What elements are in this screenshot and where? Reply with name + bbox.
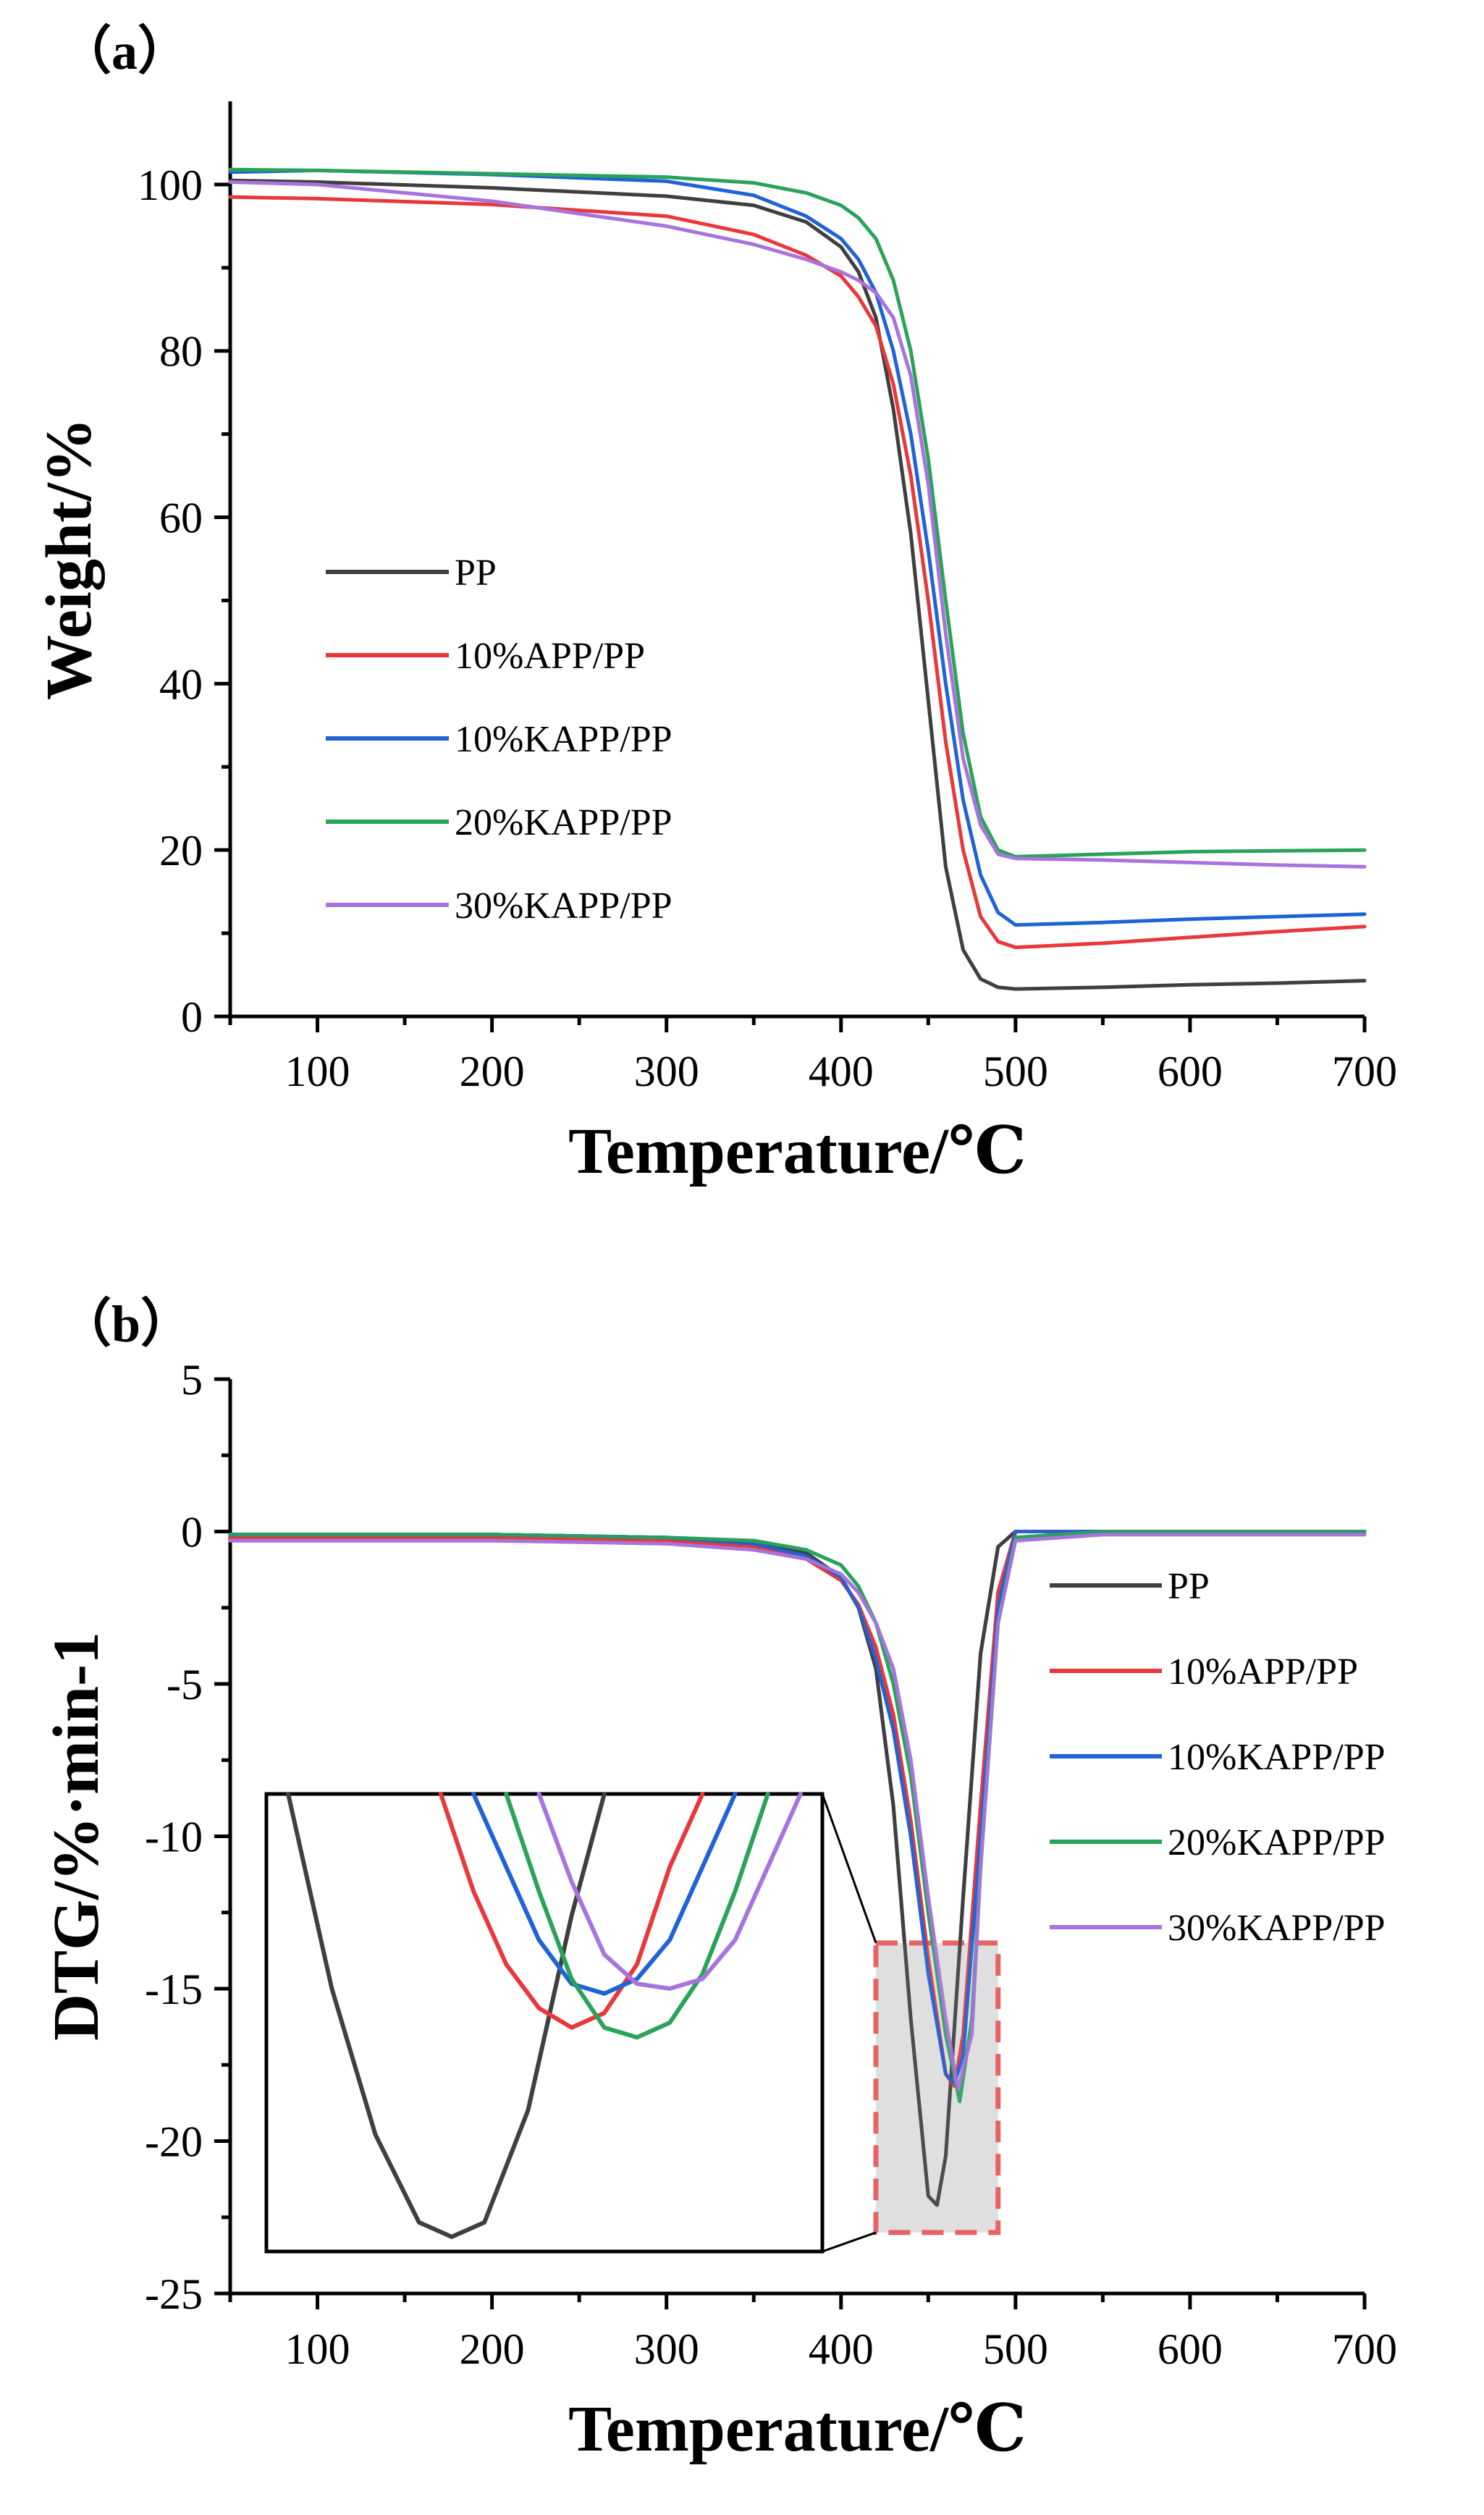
x-tick-label: 600 [1158,2325,1223,2373]
panel-label: （b） [59,1295,193,1353]
y-tick-label: 5 [181,1356,203,1404]
inset-connector-top [821,1793,877,1944]
series-line-3 [228,167,1367,859]
y-tick-label: 80 [159,328,203,376]
x-tick-label: 500 [983,1048,1048,1095]
x-tick-label: 700 [1332,2325,1397,2373]
panel-label: （a） [59,22,190,80]
inset-series-line-0 [286,1792,607,2239]
y-tick-label: 100 [138,161,203,209]
y-tick-label: -15 [145,1966,203,2013]
series-line-overlay-4 [228,1533,1367,2091]
series-line-2 [228,168,1367,927]
dtg-panel: （b） 100 200 300 400 500 600 700 5 0 -5 -10 -15 -20 -25… [41,1295,1397,2465]
x-tick-label: 300 [634,1048,699,1095]
legend-label: 10%APP/PP [455,636,645,677]
legend-label: 30%KAPP/PP [455,885,673,927]
y-axis-title: DTG/%·min-1 [41,1632,112,2041]
y-tick-label: -10 [145,1813,203,1861]
x-tick-label: 600 [1158,1048,1223,1095]
series-line-1 [228,195,1367,950]
inset-series-line-2 [471,1792,738,1996]
legend-label: 20%KAPP/PP [455,802,673,843]
x-axis-title: Temperature/℃ [568,1116,1026,1187]
y-tick-label: 20 [159,827,203,875]
legend-label: 20%KAPP/PP [1168,1822,1386,1863]
y-tick-label: -25 [145,2270,203,2318]
y-tick-label: 0 [181,1509,203,1556]
tga-panel: （a） 100 200 300 400 500 600 700 0 20 40 60 80 100 Temp… [33,22,1397,1187]
series-line-overlay-3 [228,1530,1367,2104]
x-tick-label: 400 [809,2325,874,2373]
x-axis-title: Temperature/℃ [568,2393,1026,2465]
inset-frame [264,1792,825,2254]
series-line-0 [228,178,1367,991]
x-tick-label: 500 [983,2325,1048,2373]
legend-label: 10%APP/PP [1168,1651,1358,1693]
zoom-region-box [873,1940,1001,2236]
x-tick-label: 100 [285,1048,350,1095]
series-line-4 [228,180,1367,869]
y-tick-label: -20 [145,2118,203,2166]
x-tick-label: 200 [460,2325,525,2373]
legend-label: PP [1168,1566,1210,1607]
y-tick-label: 40 [159,660,203,708]
inset-series-line-1 [438,1792,705,2030]
legend-label: 10%KAPP/PP [455,719,673,760]
x-tick-label: 200 [460,1048,525,1095]
legend-label: 10%KAPP/PP [1168,1737,1386,1778]
x-tick-label: 100 [285,2325,350,2373]
y-tick-label: 60 [159,494,203,542]
legend-label: PP [455,552,497,594]
inset-connector-bottom [822,2231,877,2253]
x-tick-label: 700 [1332,1048,1397,1095]
y-tick-label: 0 [181,993,203,1041]
y-tick-label: -5 [166,1661,203,1709]
y-axis-title: Weight/% [33,418,105,700]
inset-series-line-3 [504,1792,770,2040]
inset-series-line-4 [536,1792,803,1991]
legend-label: 30%KAPP/PP [1168,1908,1386,1949]
x-tick-label: 300 [634,2325,699,2373]
x-tick-label: 400 [809,1048,874,1095]
